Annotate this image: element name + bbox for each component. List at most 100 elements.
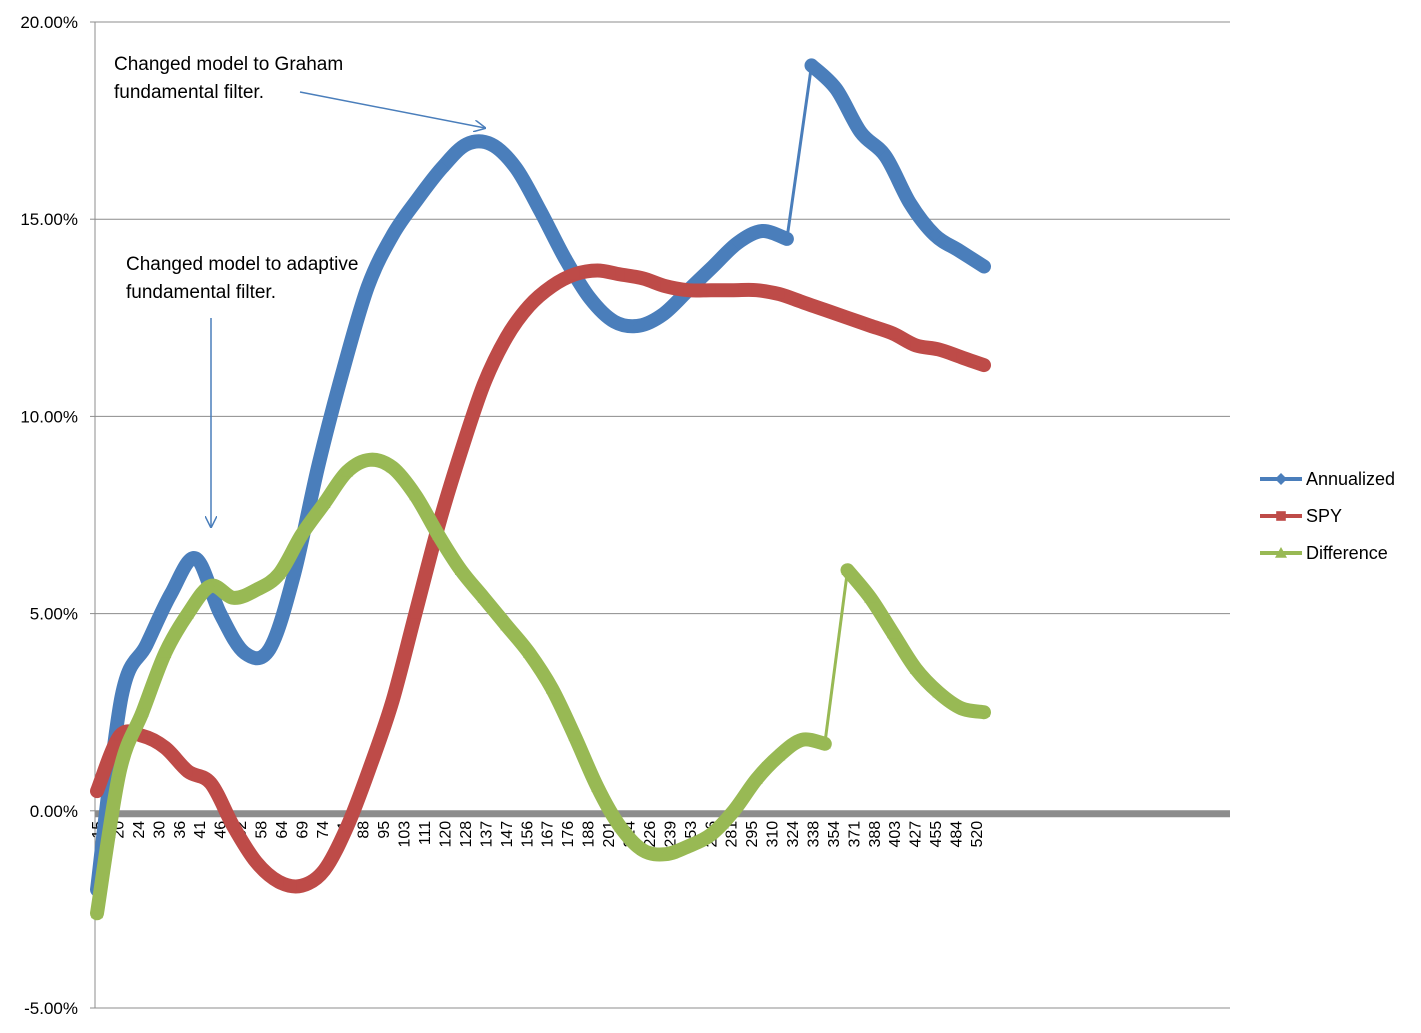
data-point bbox=[263, 643, 276, 656]
data-point bbox=[660, 281, 671, 292]
data-point bbox=[113, 765, 126, 777]
data-point bbox=[205, 778, 216, 788]
data-point bbox=[342, 821, 352, 832]
series-difference bbox=[90, 452, 991, 921]
x-tick-label: 188 bbox=[581, 821, 598, 848]
data-point bbox=[114, 731, 125, 741]
x-tick-label: 295 bbox=[744, 821, 761, 848]
x-tick-label: 310 bbox=[765, 821, 782, 848]
annotation-graham-arrow bbox=[299, 91, 485, 128]
data-point bbox=[204, 579, 217, 591]
x-tick-label: 64 bbox=[274, 821, 291, 839]
data-point bbox=[485, 138, 498, 151]
data-point bbox=[956, 352, 967, 363]
data-point bbox=[568, 729, 581, 741]
data-point bbox=[454, 564, 467, 576]
data-point bbox=[296, 880, 307, 891]
x-tick-label: 338 bbox=[805, 821, 822, 848]
data-point bbox=[115, 690, 128, 703]
data-point bbox=[978, 260, 990, 273]
x-tick-label: 103 bbox=[397, 821, 414, 848]
data-point bbox=[410, 608, 421, 619]
y-axis: -5.00% 0.00% 5.00% 10.00% 15.00% 20.00% bbox=[20, 13, 96, 1018]
x-tick-label: 388 bbox=[867, 821, 884, 848]
x-tick-label: 403 bbox=[887, 821, 904, 848]
data-point bbox=[387, 695, 398, 706]
x-tick-label: 120 bbox=[438, 821, 455, 848]
data-point bbox=[547, 281, 557, 292]
data-point bbox=[683, 285, 694, 295]
data-point bbox=[633, 319, 646, 332]
legend-label: SPY bbox=[1306, 506, 1342, 526]
data-point bbox=[818, 737, 831, 749]
annotation-adaptive-line1: Changed model to adaptive bbox=[126, 254, 358, 275]
data-point bbox=[501, 332, 512, 343]
data-point bbox=[830, 83, 843, 96]
data-point bbox=[865, 320, 876, 331]
legend: Annualized SPY Difference bbox=[1260, 469, 1395, 563]
x-tick-label: 74 bbox=[315, 821, 332, 839]
data-point bbox=[288, 568, 301, 581]
x-tick-label: 95 bbox=[376, 821, 393, 839]
legend-item-spy: SPY bbox=[1260, 506, 1342, 526]
data-point bbox=[705, 828, 718, 840]
data-point bbox=[583, 292, 596, 305]
data-point bbox=[295, 528, 308, 540]
data-point bbox=[909, 662, 922, 674]
data-point bbox=[854, 126, 867, 139]
data-point bbox=[183, 766, 193, 777]
y-tick-label: 15.00% bbox=[20, 210, 78, 229]
data-point bbox=[478, 380, 489, 390]
legend-marker bbox=[1275, 547, 1287, 558]
data-point bbox=[569, 269, 580, 280]
x-tick-label: 427 bbox=[908, 821, 925, 848]
data-point bbox=[819, 305, 830, 315]
data-point bbox=[251, 857, 262, 867]
data-point bbox=[659, 848, 672, 859]
data-point bbox=[636, 844, 649, 856]
data-point bbox=[796, 733, 809, 745]
x-axis: 1520243036414652586469748188951031111201… bbox=[90, 810, 1230, 848]
data-point bbox=[729, 285, 739, 295]
series-line bbox=[804, 58, 991, 274]
data-point bbox=[523, 647, 536, 658]
data-point bbox=[887, 627, 900, 639]
x-tick-label: 226 bbox=[642, 821, 659, 848]
x-tick-label: 128 bbox=[458, 821, 475, 848]
data-point bbox=[608, 315, 621, 328]
data-point bbox=[756, 225, 769, 238]
data-point bbox=[92, 786, 102, 796]
data-point bbox=[189, 552, 202, 565]
series-jump-line bbox=[823, 570, 850, 744]
x-tick-label: 239 bbox=[662, 821, 679, 848]
x-tick-label: 354 bbox=[826, 821, 843, 848]
data-point bbox=[500, 619, 513, 631]
data-point bbox=[751, 285, 762, 295]
data-point bbox=[386, 228, 399, 241]
data-point bbox=[979, 360, 989, 370]
data-point bbox=[978, 706, 990, 717]
y-tick-label: 5.00% bbox=[30, 605, 78, 624]
x-tick-label: 324 bbox=[785, 821, 802, 848]
data-point bbox=[432, 528, 445, 540]
data-point bbox=[615, 269, 625, 280]
series-line bbox=[840, 563, 991, 720]
data-point bbox=[773, 749, 786, 761]
data-point bbox=[638, 273, 648, 284]
legend-marker bbox=[1275, 473, 1287, 485]
annotation-adaptive-line2: fundamental filter. bbox=[126, 282, 276, 303]
x-tick-label: 36 bbox=[172, 821, 189, 839]
data-point bbox=[214, 607, 227, 620]
data-point bbox=[731, 236, 744, 249]
data-point bbox=[312, 457, 325, 470]
data-point bbox=[409, 489, 422, 501]
data-point bbox=[879, 150, 892, 163]
x-tick-label: 69 bbox=[294, 821, 311, 839]
data-point bbox=[456, 447, 466, 457]
data-point bbox=[524, 301, 534, 311]
data-point bbox=[337, 363, 350, 376]
data-point bbox=[411, 193, 424, 206]
y-tick-label: 0.00% bbox=[30, 802, 78, 821]
data-point bbox=[614, 820, 627, 832]
